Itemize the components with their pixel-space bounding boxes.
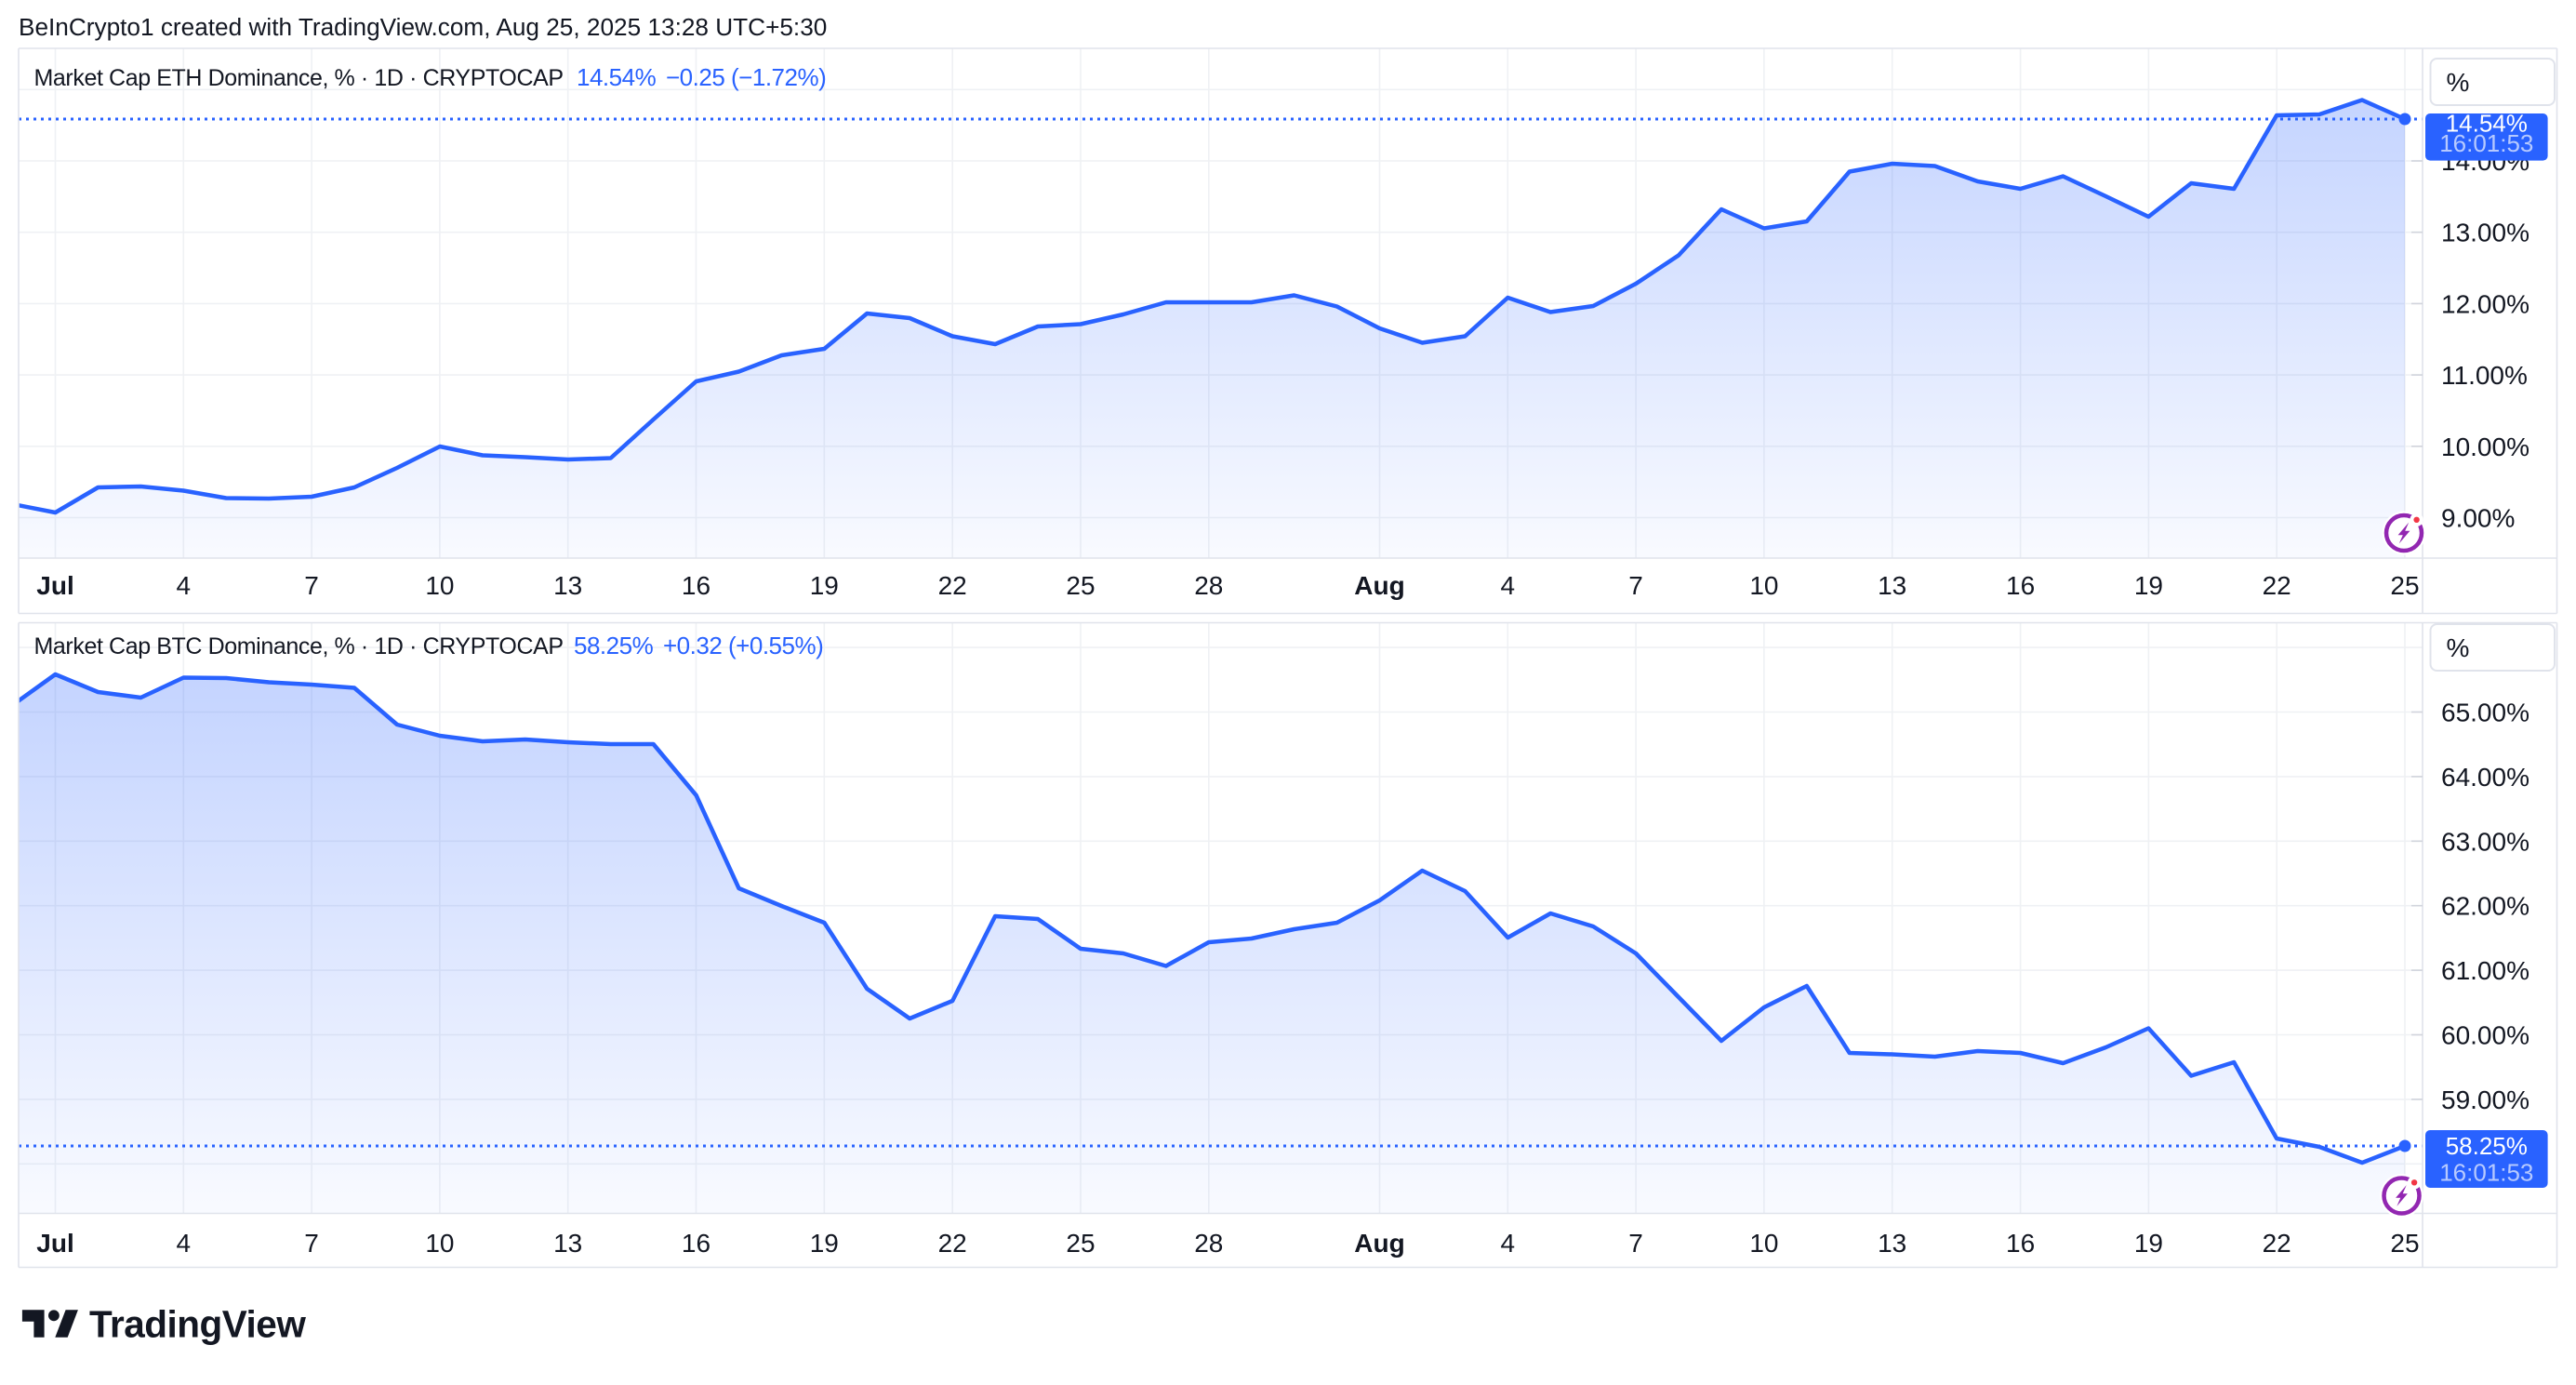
svg-text:10: 10 [1749, 1229, 1778, 1258]
svg-text:14.54%: 14.54% [2446, 110, 2528, 138]
svg-text:13: 13 [553, 571, 582, 600]
svg-text:Market Cap ETH Dominance, % ·: Market Cap ETH Dominance, % · 1D · CRYPT… [34, 65, 564, 91]
svg-text:13.00%: 13.00% [2441, 219, 2530, 247]
svg-text:7: 7 [1628, 1229, 1643, 1258]
svg-text:4: 4 [1501, 1229, 1516, 1258]
svg-text:16:01:53: 16:01:53 [2439, 1159, 2533, 1187]
svg-text:58.25%: 58.25% [574, 632, 654, 659]
svg-text:28: 28 [1194, 571, 1223, 600]
svg-text:BeInCrypto1 created with Tradi: BeInCrypto1 created with TradingView.com… [19, 13, 827, 41]
svg-text:60.00%: 60.00% [2441, 1021, 2530, 1050]
svg-text:13: 13 [1878, 571, 1906, 600]
svg-text:Aug: Aug [1354, 1229, 1404, 1258]
svg-text:25: 25 [2390, 1229, 2419, 1258]
svg-text:59.00%: 59.00% [2441, 1085, 2530, 1114]
svg-text:Jul: Jul [36, 571, 73, 600]
svg-text:4: 4 [1501, 571, 1516, 600]
svg-text:10: 10 [425, 571, 454, 600]
svg-text:22: 22 [938, 571, 967, 600]
svg-text:13: 13 [1878, 1229, 1906, 1258]
svg-text:16: 16 [682, 571, 710, 600]
svg-text:16: 16 [682, 1229, 710, 1258]
svg-text:7: 7 [304, 1229, 319, 1258]
svg-text:22: 22 [2263, 1229, 2291, 1258]
svg-text:10: 10 [1749, 571, 1778, 600]
svg-text:14.54%: 14.54% [577, 63, 657, 91]
svg-text:64.00%: 64.00% [2441, 763, 2530, 792]
svg-text:22: 22 [2263, 571, 2291, 600]
svg-text:Aug: Aug [1354, 571, 1404, 600]
svg-text:4: 4 [177, 571, 192, 600]
svg-text:10: 10 [425, 1229, 454, 1258]
svg-text:10.00%: 10.00% [2441, 433, 2530, 461]
svg-text:9.00%: 9.00% [2441, 504, 2515, 533]
svg-text:65.00%: 65.00% [2441, 699, 2530, 727]
svg-text:7: 7 [1628, 571, 1643, 600]
svg-text:19: 19 [2134, 571, 2163, 600]
svg-text:16:01:53: 16:01:53 [2439, 129, 2533, 157]
svg-text:%: % [2447, 633, 2470, 662]
svg-text:25: 25 [1066, 571, 1095, 600]
svg-text:11.00%: 11.00% [2441, 361, 2528, 390]
svg-text:28: 28 [1194, 1229, 1223, 1258]
svg-text:61.00%: 61.00% [2441, 956, 2530, 985]
svg-text:Jul: Jul [36, 1229, 73, 1258]
svg-text:12.00%: 12.00% [2441, 289, 2530, 318]
svg-text:7: 7 [304, 571, 319, 600]
svg-text:63.00%: 63.00% [2441, 827, 2530, 856]
svg-text:19: 19 [2134, 1229, 2163, 1258]
svg-text:22: 22 [938, 1229, 967, 1258]
svg-text:16: 16 [2006, 1229, 2035, 1258]
svg-text:19: 19 [810, 1229, 839, 1258]
svg-text:25: 25 [2390, 571, 2419, 600]
svg-text:Market Cap BTC Dominance, % ·: Market Cap BTC Dominance, % · 1D · CRYPT… [34, 633, 564, 659]
svg-text:19: 19 [810, 571, 839, 600]
svg-text:%: % [2447, 68, 2470, 97]
svg-text:16: 16 [2006, 571, 2035, 600]
svg-text:4: 4 [177, 1229, 192, 1258]
svg-text:13: 13 [553, 1229, 582, 1258]
svg-text:+0.32 (+0.55%): +0.32 (+0.55%) [663, 632, 823, 659]
svg-text:−0.25 (−1.72%): −0.25 (−1.72%) [666, 63, 826, 91]
svg-text:62.00%: 62.00% [2441, 892, 2530, 921]
svg-text:25: 25 [1066, 1229, 1095, 1258]
svg-text:58.25%: 58.25% [2446, 1132, 2528, 1160]
svg-text:TradingView: TradingView [89, 1303, 306, 1346]
